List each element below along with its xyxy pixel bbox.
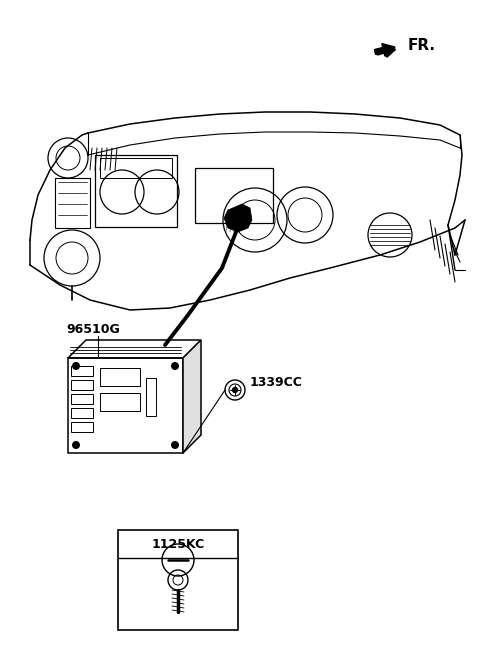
Bar (195, 168, 273, 223)
Bar (100, 158, 172, 178)
Circle shape (232, 388, 238, 392)
Circle shape (171, 362, 179, 370)
Circle shape (171, 441, 179, 449)
Polygon shape (224, 204, 252, 232)
Bar (71, 380, 93, 390)
Bar (71, 408, 93, 418)
Bar (55, 178, 90, 228)
Bar (118, 530, 238, 630)
Bar (95, 155, 177, 227)
Bar (100, 393, 140, 411)
Text: 1125KC: 1125KC (151, 537, 204, 550)
Text: 96510G: 96510G (66, 323, 120, 336)
FancyArrow shape (374, 43, 395, 56)
Bar (146, 378, 156, 416)
Bar (71, 422, 93, 432)
Bar (71, 366, 93, 376)
Bar (68, 358, 183, 453)
Text: 1339CC: 1339CC (250, 375, 303, 388)
Text: FR.: FR. (408, 39, 436, 54)
Bar (71, 394, 93, 404)
Bar (100, 368, 140, 386)
Circle shape (72, 441, 80, 449)
Polygon shape (183, 340, 201, 453)
Circle shape (72, 362, 80, 370)
